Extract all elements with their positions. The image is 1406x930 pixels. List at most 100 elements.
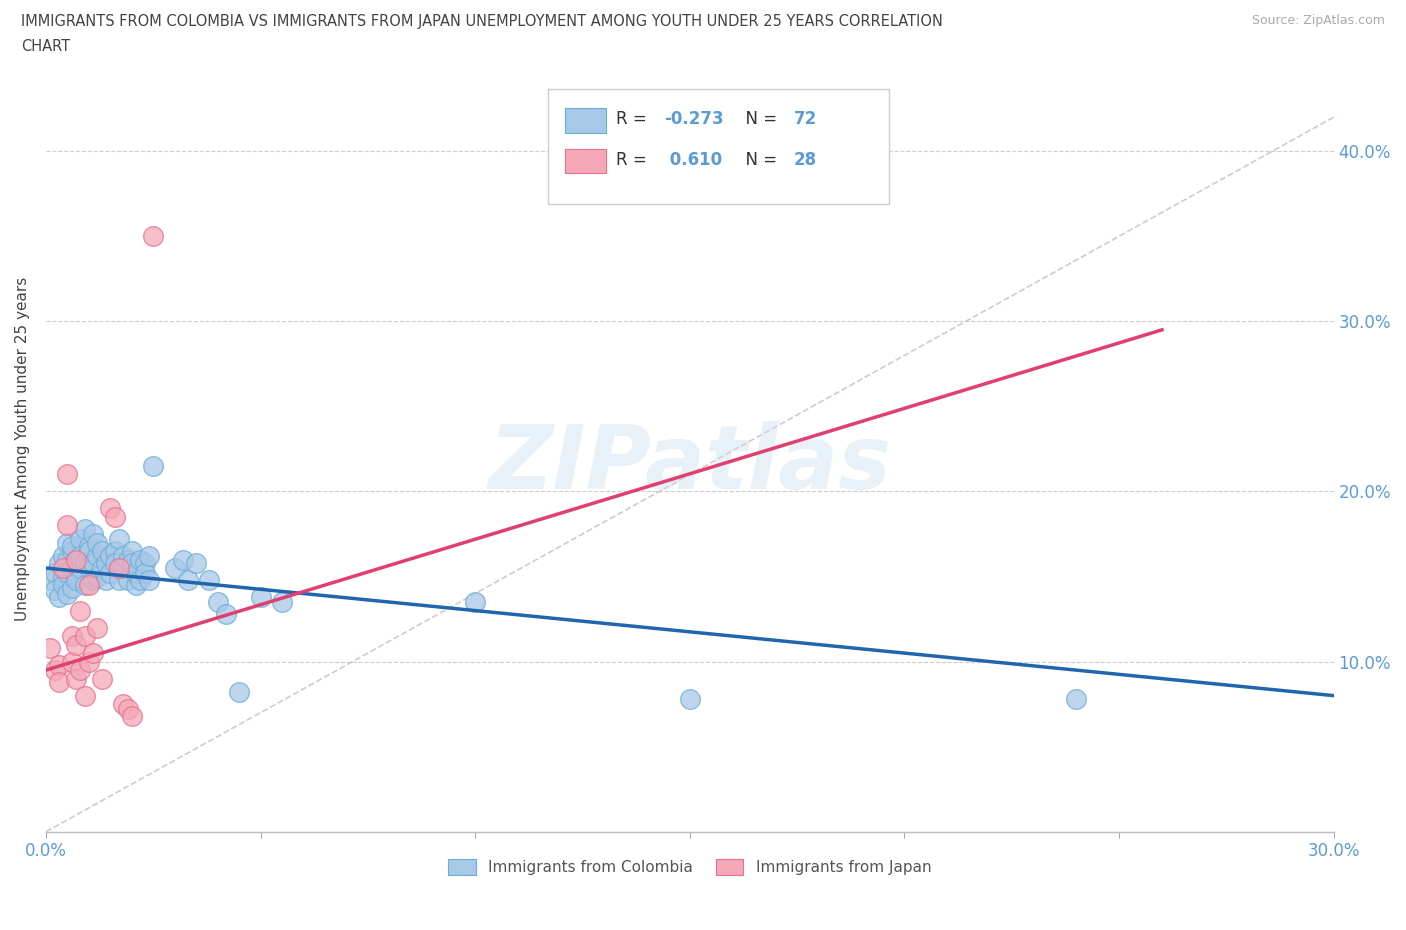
Point xyxy=(65,637,87,652)
Point xyxy=(104,543,127,558)
Point xyxy=(134,565,156,580)
Point xyxy=(69,532,91,547)
Point xyxy=(60,561,83,576)
Point xyxy=(77,561,100,576)
Point xyxy=(48,658,70,672)
Point xyxy=(1064,692,1087,707)
Point xyxy=(186,555,208,570)
Point xyxy=(56,535,79,550)
Point xyxy=(108,532,131,547)
Text: CHART: CHART xyxy=(21,39,70,54)
Point xyxy=(215,606,238,621)
Point xyxy=(77,543,100,558)
Point xyxy=(60,581,83,596)
Text: N =: N = xyxy=(735,151,782,168)
Point xyxy=(69,663,91,678)
Point xyxy=(125,578,148,592)
Point xyxy=(86,620,108,635)
Point xyxy=(73,522,96,537)
Point xyxy=(176,573,198,588)
Text: ZIPatlas: ZIPatlas xyxy=(488,420,891,508)
Point xyxy=(48,674,70,689)
Legend: Immigrants from Colombia, Immigrants from Japan: Immigrants from Colombia, Immigrants fro… xyxy=(443,854,938,882)
Point xyxy=(56,586,79,601)
Point xyxy=(86,535,108,550)
Point xyxy=(228,684,250,699)
Point xyxy=(73,578,96,592)
Point xyxy=(249,590,271,604)
Point xyxy=(129,552,152,567)
Point xyxy=(142,229,165,244)
Point xyxy=(52,561,75,576)
Point xyxy=(90,561,112,576)
Point xyxy=(94,555,117,570)
Point xyxy=(60,543,83,558)
Point xyxy=(98,549,121,564)
Point xyxy=(129,573,152,588)
Point xyxy=(271,594,294,609)
Text: 0.610: 0.610 xyxy=(664,151,723,168)
Point xyxy=(48,590,70,604)
Point xyxy=(65,569,87,584)
Point xyxy=(207,594,229,609)
Point xyxy=(56,518,79,533)
Point xyxy=(104,555,127,570)
Point xyxy=(138,573,160,588)
Point xyxy=(112,549,135,564)
Point xyxy=(82,555,104,570)
Point xyxy=(39,573,62,588)
Point xyxy=(44,583,66,598)
Point xyxy=(117,573,139,588)
Point xyxy=(52,569,75,584)
Point xyxy=(69,604,91,618)
Point xyxy=(98,501,121,516)
Point xyxy=(65,552,87,567)
Text: -0.273: -0.273 xyxy=(664,110,724,128)
Point xyxy=(44,565,66,580)
Text: R =: R = xyxy=(616,151,652,168)
Point xyxy=(142,458,165,473)
Point xyxy=(108,561,131,576)
Point xyxy=(82,645,104,660)
Point xyxy=(52,549,75,564)
Point xyxy=(77,578,100,592)
Point xyxy=(65,573,87,588)
Point xyxy=(90,671,112,686)
Text: IMMIGRANTS FROM COLOMBIA VS IMMIGRANTS FROM JAPAN UNEMPLOYMENT AMONG YOUTH UNDER: IMMIGRANTS FROM COLOMBIA VS IMMIGRANTS F… xyxy=(21,14,943,29)
Point xyxy=(52,578,75,592)
Point xyxy=(82,526,104,541)
Point xyxy=(82,573,104,588)
Y-axis label: Unemployment Among Youth under 25 years: Unemployment Among Youth under 25 years xyxy=(15,277,30,621)
Point xyxy=(56,565,79,580)
Point xyxy=(86,549,108,564)
Point xyxy=(77,538,100,553)
Point xyxy=(108,573,131,588)
Point xyxy=(39,641,62,656)
Point xyxy=(112,561,135,576)
Text: 28: 28 xyxy=(794,151,817,168)
Point xyxy=(198,573,221,588)
Bar xyxy=(565,149,606,173)
Text: R =: R = xyxy=(616,110,652,128)
Point xyxy=(60,629,83,644)
Point xyxy=(98,565,121,580)
FancyBboxPatch shape xyxy=(548,89,890,204)
Point xyxy=(65,552,87,567)
Text: Source: ZipAtlas.com: Source: ZipAtlas.com xyxy=(1251,14,1385,27)
Point xyxy=(464,594,486,609)
Point xyxy=(73,555,96,570)
Point xyxy=(138,549,160,564)
Text: N =: N = xyxy=(735,110,782,128)
Point xyxy=(48,555,70,570)
Point xyxy=(73,629,96,644)
Point xyxy=(121,543,143,558)
Point xyxy=(172,552,194,567)
Point xyxy=(60,538,83,553)
Point xyxy=(60,654,83,669)
Point xyxy=(94,573,117,588)
Point xyxy=(125,565,148,580)
Point xyxy=(69,561,91,576)
Point xyxy=(117,702,139,717)
Point xyxy=(69,549,91,564)
Point xyxy=(121,555,143,570)
